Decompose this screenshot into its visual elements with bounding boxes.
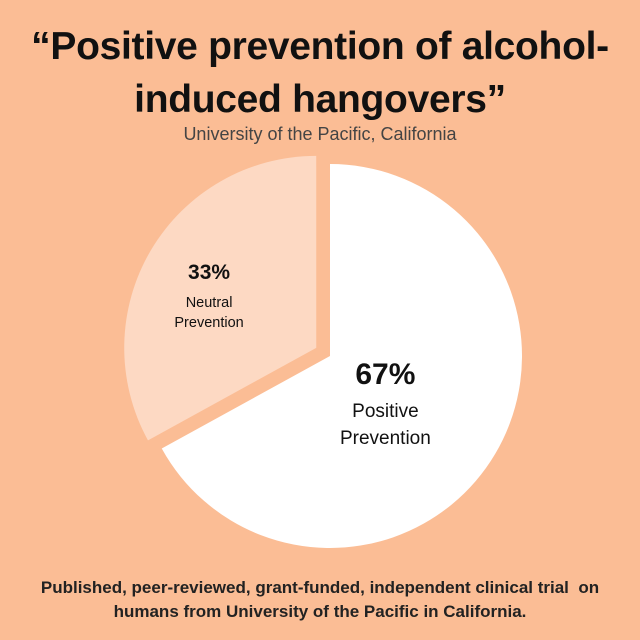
value-label: 33% bbox=[188, 261, 231, 285]
value-label: 67% bbox=[355, 358, 416, 392]
chart-subtitle: University of the Pacific, California bbox=[183, 124, 457, 144]
pie-slice bbox=[124, 155, 317, 441]
chart-title: “Positive prevention of alcohol-induced … bbox=[31, 25, 609, 121]
slice-label: 33% Neutral Prevention bbox=[159, 261, 259, 333]
pie-slice bbox=[161, 164, 523, 548]
slice-label: 67% Positive Prevention bbox=[320, 358, 450, 452]
category-label: Neutral Prevention bbox=[174, 295, 244, 332]
category-label: Positive Prevention bbox=[339, 401, 431, 450]
footnote: Published, peer-reviewed, grant-funded, … bbox=[40, 578, 604, 621]
